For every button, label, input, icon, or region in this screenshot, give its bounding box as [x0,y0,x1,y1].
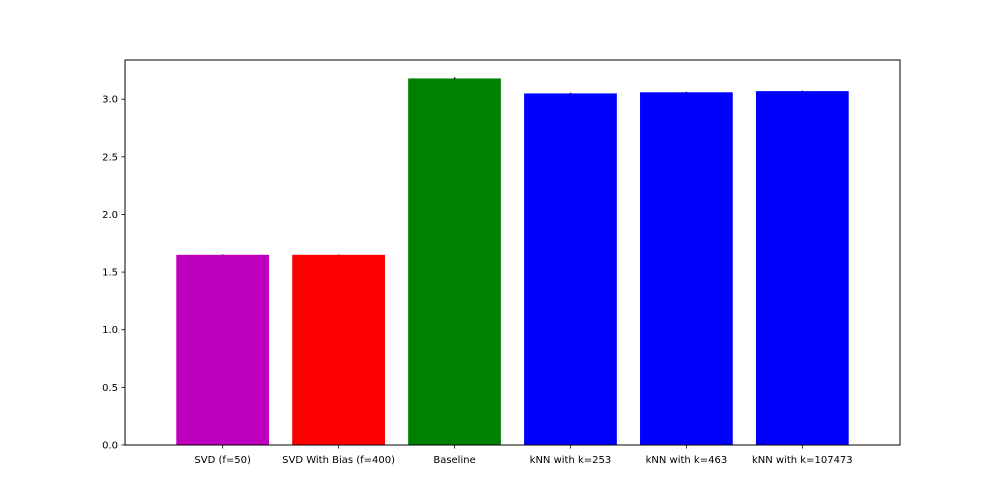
bar [755,91,849,446]
x-tick-label: kNN with k=107473 [752,455,853,466]
y-tick-label: 2.0 [102,210,118,221]
y-tick-label: 3.0 [102,95,118,106]
bar [524,93,617,445]
x-tick-label: kNN with k=253 [530,455,612,466]
bar [292,254,385,445]
y-tick-label: 1.5 [102,268,118,279]
error-bars-layer [222,77,803,256]
x-tick-label: SVD (f=50) [194,455,251,466]
bar [408,78,501,445]
x-tick-label: Baseline [433,455,475,466]
bars-layer [176,78,849,446]
y-tick-label: 2.5 [102,152,118,163]
x-tick-label: kNN with k=463 [646,455,728,466]
y-tick-label: 0.0 [102,441,118,452]
x-axis: SVD (f=50) SVD With Bias (f=400) Baseline k… [194,445,853,466]
y-axis: 0.0 0.5 1.0 1.5 2.0 2.5 3.0 [102,95,125,452]
y-tick-label: 1.0 [102,325,118,336]
x-tick-label: SVD With Bias (f=400) [282,455,395,466]
bar [640,92,733,445]
y-tick-label: 0.5 [102,383,118,394]
axes-frame [124,59,901,446]
bar [176,254,270,445]
